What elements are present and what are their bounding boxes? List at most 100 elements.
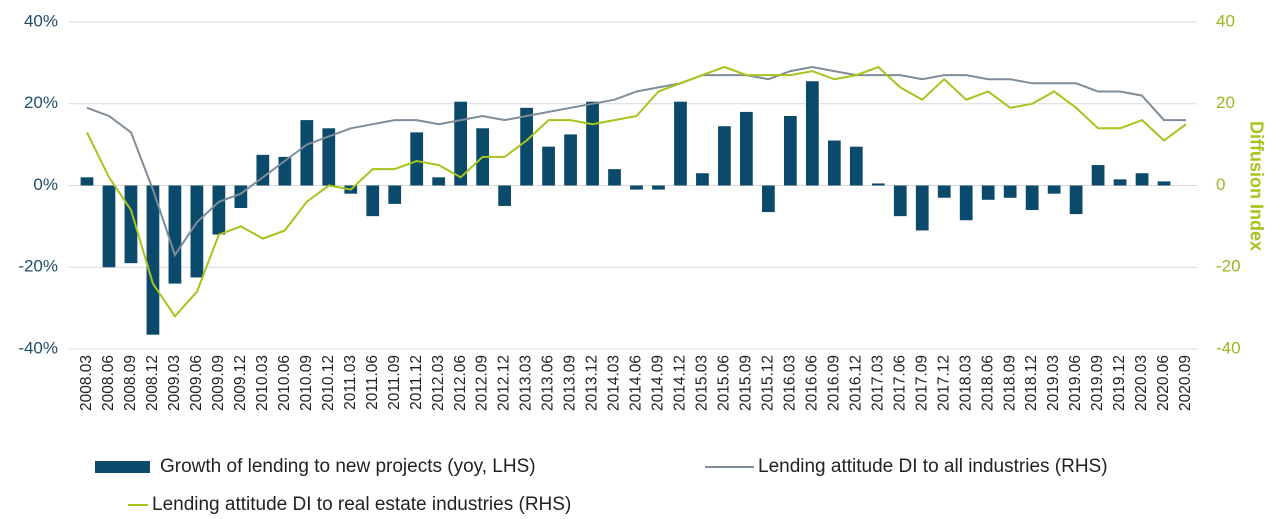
x-tick-label: 2011.09	[386, 355, 403, 410]
y-tick-label: 0%	[33, 175, 58, 194]
x-tick-label: 2014.09	[650, 355, 667, 411]
y-tick-label: 20%	[24, 93, 58, 112]
x-tick-label: 2010.06	[276, 355, 293, 411]
x-tick-label: 2018.12	[1023, 355, 1040, 411]
bar	[498, 185, 511, 206]
x-tick-label: 2011.06	[364, 355, 381, 410]
x-tick-label: 2008.09	[122, 355, 139, 411]
bar	[937, 185, 951, 198]
bar	[871, 183, 885, 186]
bar	[915, 185, 929, 231]
x-tick-label: 2017.03	[869, 355, 886, 411]
x-tick-label: 2009.06	[188, 355, 205, 411]
bar	[1157, 181, 1171, 186]
bar	[146, 185, 160, 335]
x-tick-label: 2010.09	[298, 355, 315, 411]
bar	[608, 169, 621, 186]
bar	[981, 185, 995, 200]
bar	[630, 185, 643, 190]
bar	[718, 126, 731, 186]
bar	[542, 146, 555, 186]
y2-tick-label: -20	[1216, 257, 1241, 276]
bar	[190, 185, 204, 278]
x-tick-label: 2019.06	[1067, 355, 1084, 411]
x-tick-label: 2018.03	[957, 355, 974, 411]
y2-tick-label: 40	[1216, 11, 1235, 30]
y-tick-label: -20%	[18, 257, 58, 276]
x-tick-label: 2015.06	[716, 355, 733, 411]
bar	[1091, 165, 1105, 186]
x-tick-label: 2013.03	[518, 355, 535, 411]
bar	[959, 185, 973, 221]
line	[86, 65, 1187, 318]
x-tick-label: 2020.09	[1177, 355, 1194, 411]
x-tick-label: 2010.12	[320, 355, 337, 411]
x-tick-label: 2017.12	[935, 355, 952, 411]
legend-label: Growth of lending to new projects (yoy, …	[160, 456, 536, 477]
bar	[827, 140, 841, 186]
x-tick-label: 2018.06	[979, 355, 996, 411]
x-tick-label: 2009.09	[210, 355, 227, 411]
x-tick-label: 2017.06	[891, 355, 908, 411]
x-tick-label: 2015.09	[737, 355, 754, 411]
x-tick-label: 2018.09	[1001, 355, 1018, 411]
bar	[1047, 185, 1061, 194]
x-tick-label: 2016.09	[825, 355, 842, 411]
bar	[168, 185, 182, 284]
x-tick-label: 2014.06	[628, 355, 645, 411]
bar	[740, 111, 753, 186]
y-tick-label: -40%	[18, 338, 58, 357]
x-tick-label: 2011.03	[342, 355, 359, 410]
bar	[212, 185, 226, 235]
x-tick-label: 2008.03	[78, 355, 95, 411]
x-tick-label: 2020.03	[1133, 355, 1150, 411]
x-tick-label: 2009.12	[232, 355, 249, 411]
x-tick-label: 2013.12	[584, 355, 601, 411]
x-tick-label: 2014.03	[606, 355, 623, 411]
x-tick-label: 2012.06	[452, 355, 469, 411]
bar	[432, 177, 446, 186]
line	[86, 65, 1186, 258]
bar	[520, 107, 533, 186]
y2-axis-label: Diffusion Index	[1246, 121, 1266, 251]
x-tick-label: 2019.09	[1089, 355, 1106, 411]
bar	[652, 185, 665, 190]
bar	[674, 101, 687, 186]
bar	[256, 154, 270, 186]
bar	[564, 134, 577, 186]
x-tick-label: 2015.12	[759, 355, 776, 411]
bar	[696, 173, 709, 186]
bar	[1025, 185, 1039, 211]
bar	[300, 120, 314, 186]
bar	[366, 185, 380, 217]
bar	[80, 177, 94, 186]
bar	[1113, 179, 1127, 186]
x-tick-label: 2016.12	[847, 355, 864, 411]
bar	[1135, 173, 1149, 186]
x-tick-label: 2012.12	[496, 355, 513, 411]
x-tick-label: 2016.03	[781, 355, 798, 411]
y2-tick-label: 20	[1216, 93, 1235, 112]
bar	[586, 101, 599, 186]
bar	[410, 132, 424, 186]
legend-label: Lending attitude DI to all industries (R…	[758, 456, 1108, 477]
x-tick-label: 2012.09	[474, 355, 491, 411]
x-tick-label: 2010.03	[254, 355, 271, 411]
x-tick-label: 2011.12	[408, 355, 425, 410]
bar	[1069, 185, 1083, 215]
bar	[388, 185, 402, 204]
bar	[783, 116, 797, 186]
bar	[849, 146, 863, 186]
bar	[805, 81, 819, 186]
x-tick-label: 2017.09	[913, 355, 930, 411]
bar	[762, 185, 775, 213]
x-tick-label: 2016.06	[803, 355, 820, 411]
y2-tick-label: 0	[1216, 175, 1225, 194]
bar	[234, 185, 248, 208]
x-tick-label: 2014.12	[672, 355, 689, 411]
bar	[893, 185, 907, 217]
y-tick-label: 40%	[24, 11, 58, 30]
x-tick-label: 2008.06	[100, 355, 117, 411]
x-tick-label: 2019.03	[1045, 355, 1062, 411]
